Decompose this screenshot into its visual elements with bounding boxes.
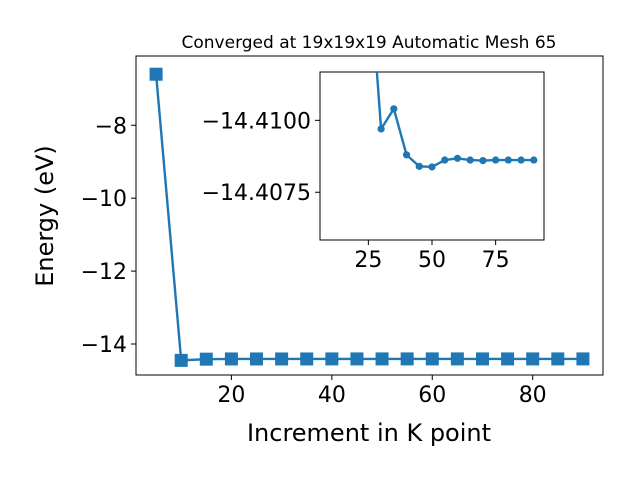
inset-plot-frame [319, 71, 545, 241]
main-data-point [450, 352, 464, 366]
main-data-point [425, 352, 439, 366]
inset-series [375, 72, 538, 171]
inset-x-tick-label: 25 [354, 248, 382, 273]
inset-data-point [504, 156, 512, 164]
main-y-tick-label: −8 [95, 114, 127, 139]
main-data-point [400, 352, 414, 366]
main-data-point [501, 352, 515, 366]
main-y-tick-label: −14 [81, 333, 127, 358]
inset-data-point [415, 162, 423, 170]
main-y-tick-label: −10 [81, 187, 127, 212]
inset-data-point [377, 125, 385, 133]
inset-data-point [441, 156, 449, 164]
inset-data-point [466, 156, 474, 164]
main-x-tick-label: 60 [418, 383, 446, 408]
inset-data-point [517, 156, 525, 164]
main-data-point [526, 352, 540, 366]
inset-y-tick-label: −14.4075 [202, 181, 311, 206]
main-series [149, 67, 590, 367]
inset-data-point [453, 154, 462, 162]
y-axis-label: Energy (eV) [31, 145, 59, 287]
main-data-point [174, 353, 188, 367]
main-data-point [576, 352, 590, 366]
main-data-point [149, 67, 163, 81]
main-data-point [300, 352, 314, 366]
main-data-point [551, 352, 565, 366]
main-data-point [250, 352, 264, 366]
inset-data-point [402, 151, 411, 159]
main-x-tick-label: 80 [519, 383, 547, 408]
main-data-point [350, 352, 364, 366]
inset-data-point [530, 156, 538, 164]
main-data-point [375, 352, 389, 366]
inset-y-tick-label: −14.4100 [202, 109, 311, 134]
inset-data-point [479, 157, 487, 165]
inset-data-point [428, 163, 436, 171]
main-data-point [224, 352, 238, 366]
inset-x-tick-label: 50 [418, 248, 446, 273]
main-data-point [199, 352, 213, 366]
main-x-tick-label: 20 [217, 383, 245, 408]
main-data-point [325, 352, 339, 366]
main-data-point [475, 352, 489, 366]
main-axis-ticks: 20 40 60 80 −14 −12 −10 −8 [81, 114, 547, 408]
inset-axis-ticks: 25 50 75 −14.4100 −14.4075 [202, 109, 510, 273]
inset-data-point [390, 105, 398, 113]
main-data-point [275, 352, 289, 366]
inset-x-tick-label: 75 [482, 248, 510, 273]
x-axis-label: Increment in K point [247, 419, 491, 447]
inset-data-point [492, 156, 500, 164]
chart-title: Converged at 19x19x19 Automatic Mesh 65 [182, 33, 557, 53]
main-y-tick-label: −12 [81, 260, 127, 285]
main-x-tick-label: 40 [318, 383, 346, 408]
